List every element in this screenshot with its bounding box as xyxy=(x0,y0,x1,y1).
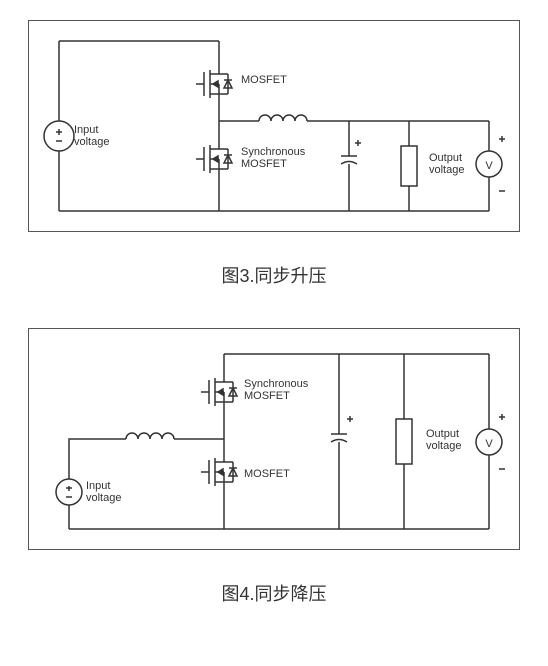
svg-text:V: V xyxy=(485,160,493,172)
figure-3-block: V Inputvoltage MOSFET SynchronousMOSFET … xyxy=(20,20,528,288)
label-output-voltage: Outputvoltage xyxy=(429,152,464,176)
figure-4-block: V Inputvoltage SynchronousMOSFET MOSFET … xyxy=(20,328,528,606)
caption-fig3: 图3.同步升压 xyxy=(20,262,528,288)
circuit-fig4: V Inputvoltage SynchronousMOSFET MOSFET … xyxy=(28,328,520,550)
svg-text:V: V xyxy=(485,438,493,450)
circuit-fig3: V Inputvoltage MOSFET SynchronousMOSFET … xyxy=(28,20,520,232)
label-output-voltage-4: Outputvoltage xyxy=(426,428,461,452)
label-mosfet-bot-4: MOSFET xyxy=(244,468,290,480)
caption-fig4: 图4.同步降压 xyxy=(20,580,528,606)
label-mosfet-top: MOSFET xyxy=(241,74,287,86)
